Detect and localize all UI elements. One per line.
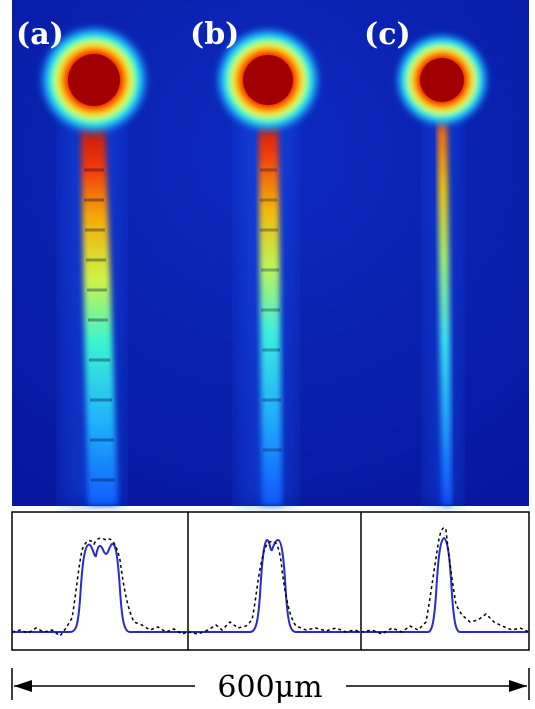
panel-label-c: (c) bbox=[364, 17, 411, 52]
scale-bar-right-arrow bbox=[509, 680, 527, 692]
beam-image: (a) (b) (c) bbox=[12, 0, 529, 506]
panel-label-a: (a) bbox=[16, 17, 64, 52]
scale-bar-left-arrow bbox=[14, 680, 32, 692]
profile-a-measured bbox=[11, 537, 189, 638]
panel-b-beam bbox=[212, 24, 324, 505]
profile-plots bbox=[11, 511, 530, 651]
profile-frame bbox=[11, 511, 530, 651]
scale-bar-label: 600μm bbox=[217, 670, 322, 705]
panel-c-beam bbox=[392, 30, 492, 505]
panel-label-b: (b) bbox=[190, 17, 239, 52]
panel-a-beam bbox=[36, 22, 152, 505]
profile-c-simulated bbox=[361, 536, 529, 633]
scale-bar: 600μm bbox=[11, 668, 530, 705]
profile-a-simulated bbox=[12, 543, 188, 633]
profile-c-measured bbox=[360, 526, 530, 635]
